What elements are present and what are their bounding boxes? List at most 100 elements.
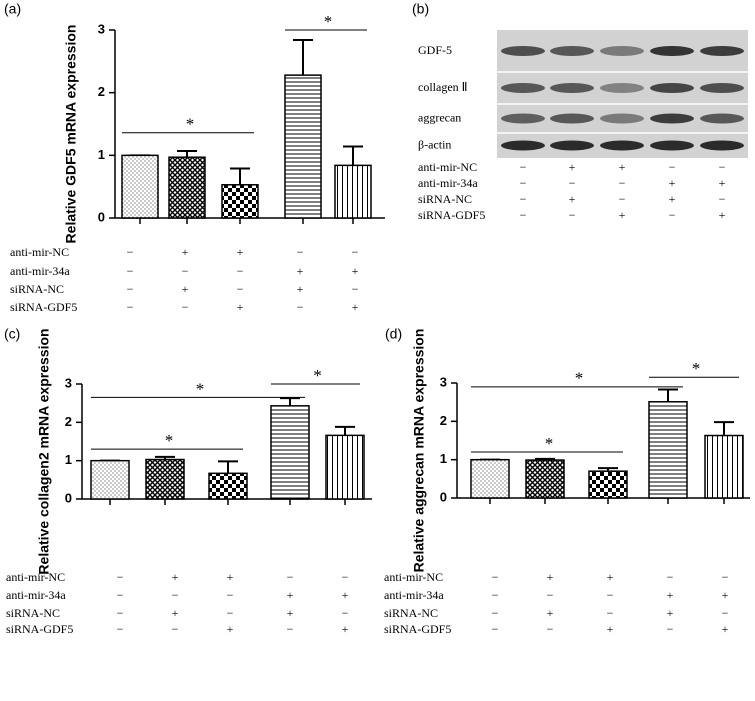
condition-sign: + (237, 300, 244, 314)
bar (284, 74, 322, 219)
condition-label: siRNA-GDF5 (6, 622, 73, 636)
condition-sign: − (297, 245, 304, 259)
condition-sign: − (342, 606, 349, 620)
condition-label: siRNA-NC (10, 282, 64, 296)
condition-label: anti-mir-34a (10, 264, 70, 278)
condition-sign: + (287, 606, 294, 620)
bar (121, 154, 159, 219)
condition-sign: − (520, 160, 527, 174)
condition-sign: − (547, 588, 554, 602)
bar (334, 164, 372, 219)
blot-label: β-actin (418, 137, 451, 151)
panel-label: (c) (4, 326, 20, 342)
condition-label: anti-mir-NC (418, 160, 477, 174)
y-axis-label: Relative aggrecan mRNA expression (411, 329, 427, 573)
condition-label: siRNA-GDF5 (418, 208, 485, 222)
y-tick-label: 0 (65, 490, 72, 505)
condition-sign: + (569, 160, 576, 174)
bar (648, 401, 688, 499)
condition-sign: − (297, 300, 304, 314)
condition-label: siRNA-NC (384, 606, 438, 620)
condition-sign: − (719, 160, 726, 174)
condition-sign: + (237, 245, 244, 259)
significance-label: * (313, 366, 322, 385)
blot-band (700, 46, 744, 56)
y-tick-label: 0 (440, 489, 447, 504)
condition-sign: − (569, 176, 576, 190)
blot-label: GDF-5 (418, 43, 452, 57)
blot-band (550, 113, 594, 124)
y-tick-label: 1 (65, 452, 72, 467)
y-tick-label: 2 (98, 84, 105, 99)
y-tick-label: 3 (98, 21, 105, 36)
condition-sign: − (520, 192, 527, 206)
significance-label: * (196, 379, 205, 398)
bar-panel: (c) 0 1 2 3 Relative collagen2 mRNA expressio… (4, 326, 372, 636)
y-axis-label: Relative GDF5 mRNA expression (63, 25, 79, 244)
condition-sign: − (287, 622, 294, 636)
condition-sign: + (667, 588, 674, 602)
condition-sign: + (297, 264, 304, 278)
significance-label: * (186, 115, 195, 134)
bar-panel: (a) 0 1 2 3 Relative GDF5 mRNA expression * * an… (4, 1, 385, 314)
condition-label: anti-mir-NC (10, 245, 69, 259)
blot-band (600, 113, 644, 124)
y-tick-label: 3 (65, 375, 72, 390)
condition-sign: + (722, 622, 729, 636)
bar (145, 458, 185, 500)
condition-sign: − (569, 208, 576, 222)
condition-sign: + (719, 208, 726, 222)
condition-sign: − (619, 192, 626, 206)
blot-band (700, 140, 744, 151)
panel-label: (b) (412, 1, 429, 17)
y-tick-label: 3 (440, 374, 447, 389)
condition-sign: − (352, 282, 359, 296)
condition-sign: − (127, 282, 134, 296)
bar (470, 458, 510, 499)
condition-sign: − (520, 208, 527, 222)
condition-sign: − (287, 570, 294, 584)
bar-panel: (d) 0 1 2 3 Relative aggrecan mRNA expression… (384, 326, 750, 636)
blot-band (501, 113, 545, 124)
condition-sign: + (182, 282, 189, 296)
blot-band (700, 113, 744, 124)
bar (525, 459, 565, 499)
condition-label: anti-mir-34a (418, 176, 478, 190)
condition-sign: − (117, 606, 124, 620)
blot-band (650, 140, 694, 151)
condition-sign: − (352, 245, 359, 259)
bar (168, 156, 206, 219)
y-tick-label: 2 (440, 413, 447, 428)
condition-sign: − (182, 264, 189, 278)
bar (221, 184, 259, 219)
condition-sign: + (619, 208, 626, 222)
condition-sign: − (492, 588, 499, 602)
significance-label: * (165, 431, 174, 450)
condition-sign: − (669, 208, 676, 222)
y-tick-label: 0 (98, 209, 105, 224)
condition-sign: + (667, 606, 674, 620)
condition-sign: − (227, 588, 234, 602)
condition-label: siRNA-GDF5 (10, 300, 77, 314)
condition-sign: + (352, 300, 359, 314)
condition-sign: + (352, 264, 359, 278)
blot-band (650, 113, 694, 124)
significance-label: * (575, 369, 584, 388)
condition-sign: − (547, 622, 554, 636)
condition-label: siRNA-GDF5 (384, 622, 451, 636)
condition-sign: − (619, 176, 626, 190)
condition-sign: − (182, 300, 189, 314)
condition-sign: − (669, 160, 676, 174)
condition-sign: − (667, 570, 674, 584)
condition-sign: − (237, 264, 244, 278)
condition-sign: − (722, 606, 729, 620)
panel-label: (d) (385, 326, 402, 342)
condition-label: siRNA-NC (6, 606, 60, 620)
bar (704, 434, 744, 499)
condition-sign: − (719, 192, 726, 206)
condition-sign: − (607, 588, 614, 602)
significance-label: * (692, 359, 701, 378)
condition-sign: + (172, 606, 179, 620)
blot-band (501, 83, 545, 93)
